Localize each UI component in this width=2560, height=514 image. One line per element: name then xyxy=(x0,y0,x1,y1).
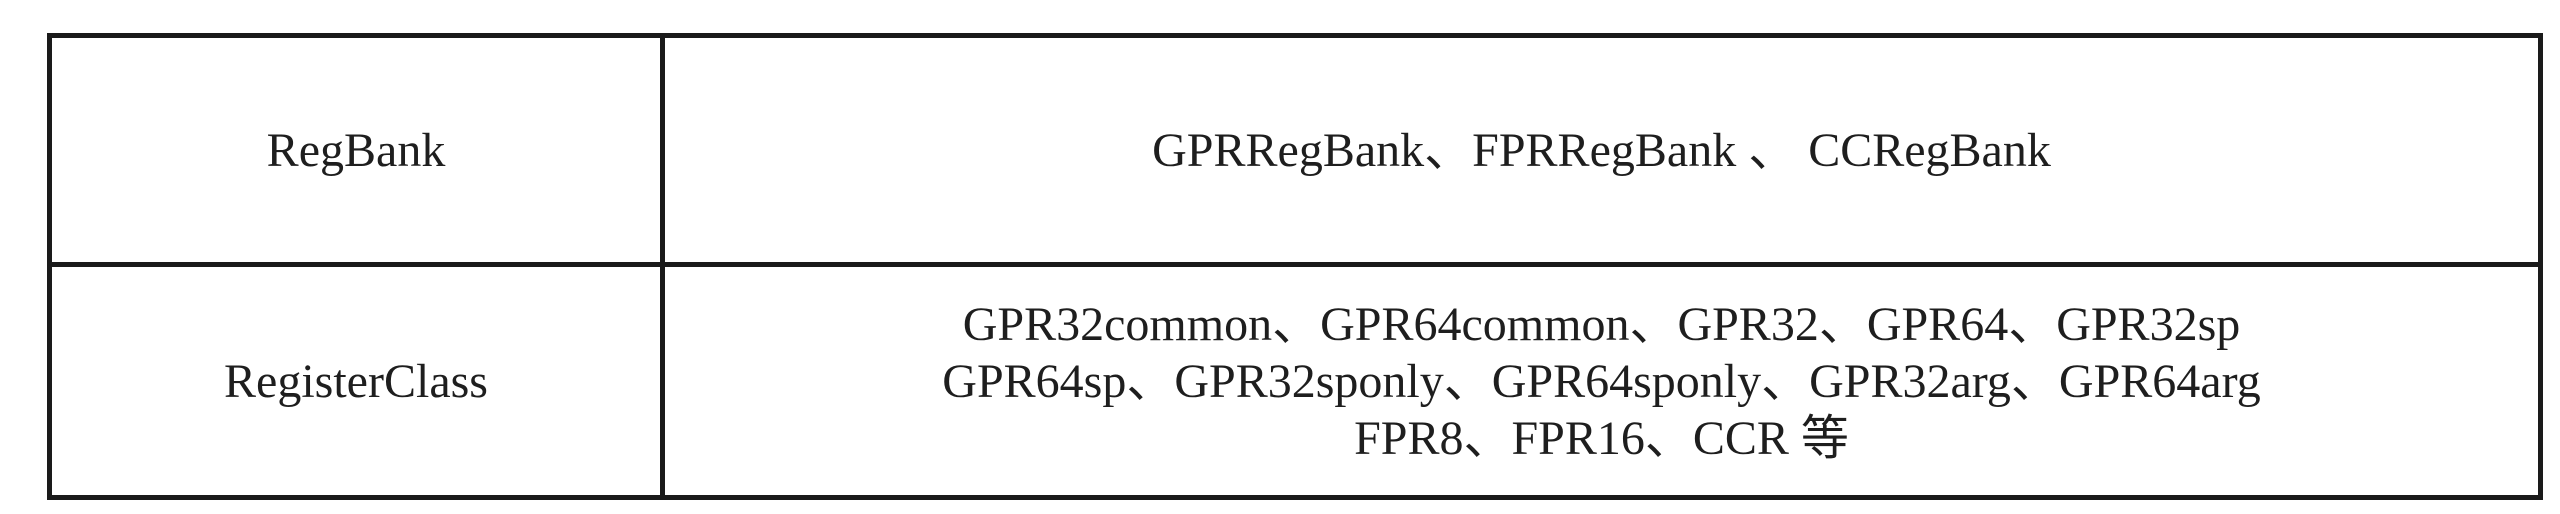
row-label-cell: RegBank xyxy=(47,33,665,267)
value-line: FPR8、FPR16、CCR 等 xyxy=(1354,411,1849,465)
row-value-cell: GPRRegBank、FPRRegBank 、 CCRegBank xyxy=(660,33,2543,267)
table-row-registerclass: RegisterClass GPR32common、GPR64common、GP… xyxy=(47,262,2543,500)
value-line: GPR64sp、GPR32sponly、GPR64sponly、GPR32arg… xyxy=(942,354,2261,408)
row-value-cell: GPR32common、GPR64common、GPR32、GPR64、GPR3… xyxy=(660,262,2543,500)
value-line: GPR32common、GPR64common、GPR32、GPR64、GPR3… xyxy=(962,297,2241,351)
table-row-regbank: RegBank GPRRegBank、FPRRegBank 、 CCRegBan… xyxy=(47,33,2543,267)
value-line: GPRRegBank、FPRRegBank 、 CCRegBank xyxy=(1152,123,2051,177)
row-label: RegBank xyxy=(266,123,446,177)
row-label-cell: RegisterClass xyxy=(47,262,665,500)
register-table: RegBank GPRRegBank、FPRRegBank 、 CCRegBan… xyxy=(47,33,2543,500)
row-label: RegisterClass xyxy=(224,354,488,408)
